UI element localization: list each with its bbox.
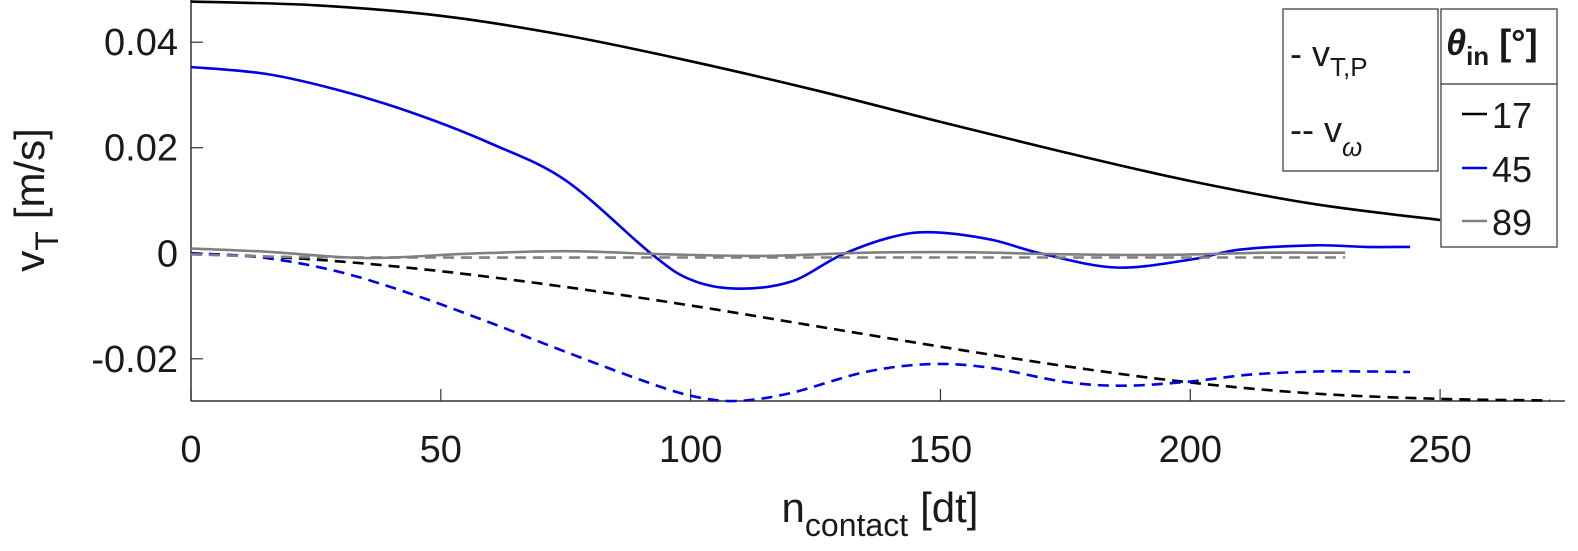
x-axis-label: ncontact [dt] [782, 484, 979, 543]
angle-legend-entry-89: 89 [1462, 202, 1532, 243]
y-axis-label-main: v [6, 251, 53, 272]
angle-legend-title-sub: in [1466, 41, 1489, 71]
x-tick-label: 250 [1408, 429, 1471, 471]
x-axis-label-main: n [782, 484, 805, 531]
style-legend-label-solid: v [1312, 33, 1330, 74]
y-tick-label: -0.02 [91, 339, 178, 381]
style-legend-sub-solid: T,P [1330, 52, 1368, 82]
style-legend-marker-solid: - [1290, 33, 1302, 74]
y-axis-label-sub: T [29, 231, 65, 251]
x-tick-labels: 0 50 100 150 200 250 [180, 429, 1471, 471]
y-tick-label: 0.04 [104, 22, 178, 64]
style-legend-marker-dashed: -- [1290, 109, 1314, 150]
y-tick-label: 0 [157, 233, 178, 275]
series-line-5 [190, 253, 1346, 259]
angle-legend-title: θin [°] [1446, 22, 1538, 71]
y-axis-label-unit: [m/s] [6, 128, 53, 219]
style-legend-label-dashed: v [1324, 109, 1342, 150]
style-legend-entry-dashed: -- vω [1290, 109, 1362, 162]
series-line-4 [190, 247, 1346, 260]
angle-legend-label-89: 89 [1492, 202, 1532, 243]
style-legend-entry-solid: - vT,P [1290, 33, 1368, 82]
angle-legend-label-17: 17 [1492, 95, 1532, 136]
x-tick-label: 200 [1159, 429, 1222, 471]
angle-legend-entry-17: 17 [1462, 95, 1532, 136]
angle-legend-box [1440, 8, 1558, 248]
style-legend: - vT,P -- vω [1282, 8, 1439, 172]
angle-legend-title-unit: [°] [1499, 22, 1537, 63]
angle-legend-label-45: 45 [1492, 149, 1532, 190]
series-line-3 [190, 252, 1411, 403]
series-line-1 [190, 252, 1551, 402]
angle-legend: θin [°] 17 45 89 [1440, 8, 1558, 248]
axes [190, 0, 1565, 402]
x-tick-label: 100 [659, 429, 722, 471]
series-line-0 [190, 0, 1441, 222]
y-axis-label: vT [m/s] [6, 128, 65, 272]
series-layer [190, 0, 1551, 403]
style-legend-sub-dashed: ω [1342, 132, 1362, 162]
x-tick-label: 50 [420, 429, 462, 471]
x-axis-label-sub: contact [805, 507, 908, 543]
y-tick-label: 0.02 [104, 128, 178, 170]
x-tick-label: 150 [909, 429, 972, 471]
angle-legend-entry-45: 45 [1462, 149, 1532, 190]
style-legend-box [1282, 8, 1439, 172]
angle-legend-title-symbol: θ [1446, 22, 1466, 63]
y-tick-labels: -0.02 0 0.02 0.04 [91, 22, 178, 381]
x-tick-label: 0 [180, 429, 201, 471]
x-axis-label-unit: [dt] [920, 484, 978, 531]
